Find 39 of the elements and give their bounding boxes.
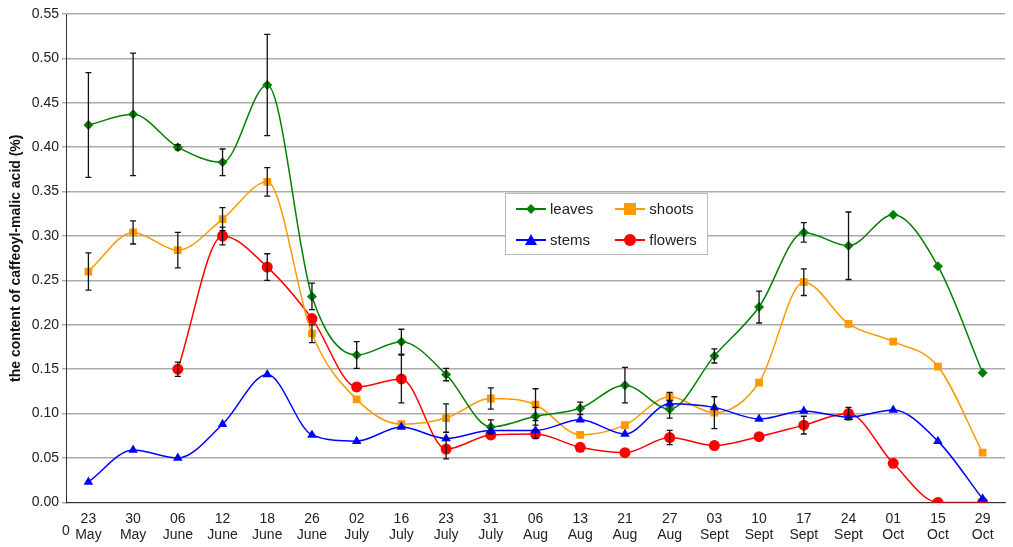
x-tick-label: 23 May (75, 509, 102, 543)
x-tick-label: 30 May (119, 509, 147, 543)
y-tick-label: 0.50 (31, 49, 60, 66)
x-tick-label: 03 Sept (699, 509, 729, 543)
x-tick-label: 21 Aug (612, 509, 638, 543)
y-axis-title: the content of caffeoyl-malic acid (%) (7, 134, 24, 382)
y-tick-label: 0.35 (31, 182, 60, 199)
x-tick-label: 10 Sept (744, 509, 774, 543)
x-tick-label: 23 July (433, 509, 459, 543)
x-tick-label: 17 Sept (789, 509, 819, 543)
y-tick-label: 0.15 (31, 360, 60, 377)
x-tick-label: 01 Oct (882, 509, 905, 543)
legend-label: shoots (649, 200, 694, 217)
x-tick-label: 26 June (296, 509, 328, 543)
x-tick-label: 29 Oct (971, 509, 994, 543)
y-tick-label: 0.00 (31, 493, 60, 510)
y-tick-label: 0.10 (31, 404, 60, 421)
x-tick-label: 18 June (252, 509, 283, 543)
legend-label: stems (550, 231, 591, 248)
x-tick-label: 31 July (478, 509, 504, 543)
text: 0 (62, 522, 70, 538)
x-tick-label: 24 Sept (834, 509, 864, 543)
x-tick-label: 06 Aug (523, 509, 548, 543)
y-tick-label: 0.05 (31, 448, 60, 465)
x-tick-label: 06 June (162, 509, 194, 543)
x-tick-label: 13 Aug (567, 509, 593, 543)
y-tick-label: 0.55 (31, 4, 60, 21)
legend-label: leaves (550, 200, 594, 217)
y-tick-label: 0.20 (31, 315, 60, 332)
x-tick-label: 02 July (344, 509, 370, 543)
y-tick-label: 0.25 (31, 271, 60, 288)
y-tick-label: 0.40 (31, 138, 60, 155)
y-tick-label: 0.30 (31, 226, 60, 243)
legend-label: flowers (649, 231, 697, 248)
x-tick-label: 12 June (207, 509, 238, 543)
x-tick-label: 27 Aug (657, 509, 683, 543)
x-tick-label: 15 Oct (927, 509, 949, 543)
x-tick-label: 16 July (388, 509, 414, 543)
y-tick-label: 0.45 (31, 93, 60, 110)
